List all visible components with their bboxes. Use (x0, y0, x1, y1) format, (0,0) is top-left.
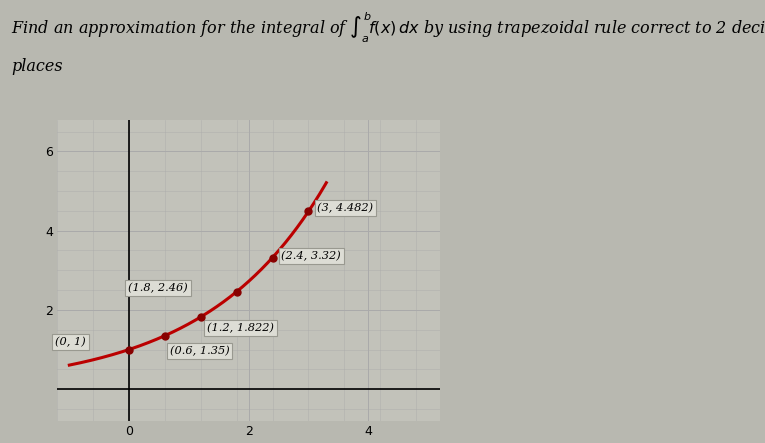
Text: (2.4, 3.32): (2.4, 3.32) (282, 250, 341, 261)
Text: places: places (11, 58, 63, 74)
Text: (0.6, 1.35): (0.6, 1.35) (170, 346, 230, 356)
Text: (0, 1): (0, 1) (55, 337, 86, 348)
Text: (1.8, 2.46): (1.8, 2.46) (128, 283, 187, 293)
Text: Find an approximation for the integral of $\int_a^b\!f(x)\,dx$ by using trapezoi: Find an approximation for the integral o… (11, 11, 765, 46)
Text: (3, 4.482): (3, 4.482) (317, 203, 373, 214)
Text: (1.2, 1.822): (1.2, 1.822) (207, 323, 274, 333)
